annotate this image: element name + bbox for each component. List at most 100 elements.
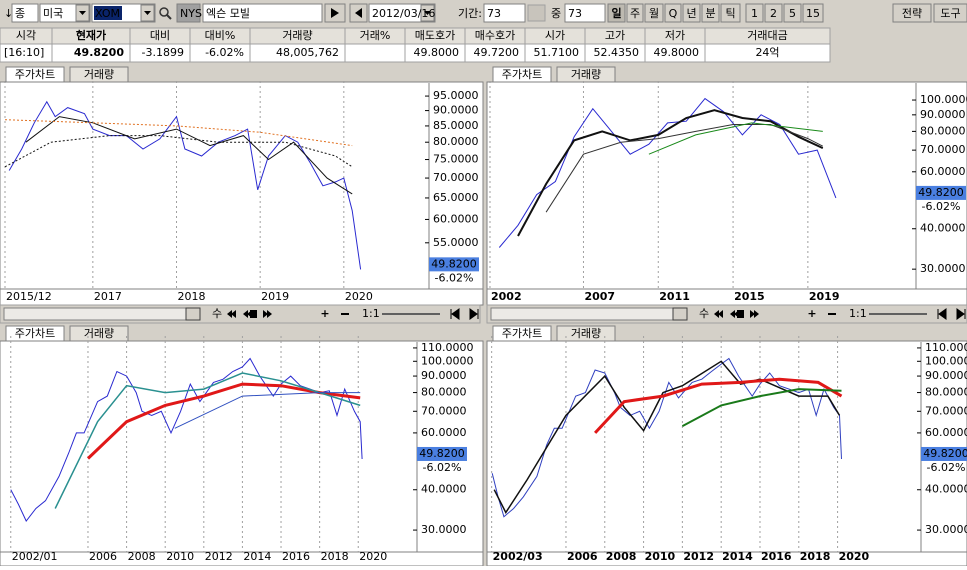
last-icon[interactable] (469, 308, 479, 320)
change-label: -6.02% (922, 200, 961, 213)
toolbar-text[interactable]: 2 (770, 7, 777, 20)
toolbar-field[interactable] (564, 3, 606, 23)
chart-tab[interactable] (69, 66, 129, 83)
stop-icon[interactable] (250, 310, 257, 318)
toolbar-button[interactable] (933, 3, 967, 23)
toolbar-text[interactable]: 15 (806, 7, 820, 20)
quote-value: 49.8000 (654, 46, 700, 59)
toolbar-text[interactable]: 73 (487, 7, 501, 20)
chart-tab[interactable] (556, 66, 616, 83)
y-tick-label: 40.0000 (920, 222, 966, 235)
forward-icon[interactable] (750, 310, 759, 318)
chart-tab-label[interactable]: 주가차트 (15, 68, 55, 81)
period-icon[interactable] (527, 4, 546, 22)
first-icon[interactable] (450, 308, 460, 320)
chart-tab[interactable] (5, 325, 65, 342)
toolbar-button[interactable] (783, 3, 802, 23)
last-icon[interactable] (956, 308, 966, 320)
toolbar-field[interactable] (202, 3, 323, 23)
toolbar-button[interactable] (701, 3, 720, 23)
toolbar-button[interactable] (764, 3, 783, 23)
toolbar-field[interactable] (11, 3, 39, 23)
last-price-box (916, 185, 966, 200)
toolbar-text[interactable]: XOM (95, 7, 120, 20)
toolbar-text[interactable]: 5 (789, 7, 796, 20)
toolbar-text[interactable]: 미국 (43, 7, 63, 20)
zoom-ratio[interactable]: 1:1 (362, 307, 380, 320)
toolbar-text[interactable]: 전략 (902, 7, 922, 20)
quote-header: 거래량 (282, 29, 312, 42)
toolbar-text[interactable]: 분 (705, 7, 715, 20)
toolbar-button[interactable] (626, 3, 644, 23)
toolbar-text[interactable]: NYSE (180, 7, 209, 20)
toolbar-button[interactable] (720, 3, 741, 23)
chart-tab-label[interactable]: 거래량 (84, 68, 114, 81)
x-tick-label: 2017 (94, 290, 122, 303)
toolbar-field[interactable] (368, 3, 436, 23)
zoom-speed[interactable]: 수 (212, 307, 222, 320)
change-label: -6.02% (423, 461, 462, 474)
price-line (54, 372, 361, 509)
y-tick-label: 90.0000 (920, 108, 966, 121)
toolbar-button[interactable] (664, 3, 682, 23)
rewind-icon[interactable] (730, 310, 739, 318)
quote-header: 시가 (545, 29, 565, 42)
toolbar-text[interactable]: 엑슨 모빌 (206, 7, 250, 20)
y-tick-label: 70.0000 (920, 143, 966, 156)
chart-tab-label[interactable]: 주가차트 (15, 327, 55, 340)
toolbar-text[interactable]: 주 (630, 7, 640, 20)
y-tick-label: 40.0000 (925, 483, 967, 496)
toolbar-text[interactable]: 월 (649, 7, 659, 20)
scrollbar-track[interactable] (490, 307, 688, 321)
y-tick-label: 75.0000 (433, 153, 479, 166)
toolbar-field[interactable] (483, 3, 526, 23)
x-tick-label: 2008 (606, 550, 637, 563)
zoom-in[interactable]: + (807, 307, 816, 320)
toolbar-text[interactable]: 틱 (725, 7, 735, 20)
toolbar-button[interactable] (892, 3, 932, 23)
toolbar-text[interactable]: 일 (611, 6, 621, 20)
toolbar-field[interactable] (176, 3, 201, 23)
toolbar-button[interactable] (802, 3, 824, 23)
toolbar-text[interactable]: Q (669, 7, 678, 20)
chart-tab[interactable] (492, 325, 552, 342)
toolbar-button[interactable] (745, 3, 764, 23)
scrollbar-thumb[interactable] (672, 307, 688, 321)
zoom-ratio[interactable]: 1:1 (849, 307, 867, 320)
chart-tab-label[interactable]: 주가차트 (502, 327, 542, 340)
toolbar-button[interactable] (644, 3, 664, 23)
chart-tab[interactable] (69, 325, 129, 342)
rewind-icon[interactable] (243, 310, 252, 318)
search-icon[interactable] (159, 7, 169, 17)
chart-tab-label[interactable]: 주가차트 (502, 68, 542, 81)
toolbar-text[interactable]: 도구 (940, 7, 960, 20)
stop-icon[interactable] (737, 310, 744, 318)
chart-tab-label[interactable]: 거래량 (84, 327, 114, 340)
toolbar-text[interactable]: 1 (751, 7, 758, 20)
chart-tab[interactable] (5, 66, 65, 83)
forward-icon[interactable] (263, 310, 272, 318)
toolbar-text[interactable]: 년 (686, 7, 696, 20)
dropdown-arrow (79, 11, 86, 15)
toolbar-text[interactable]: 73 (568, 7, 582, 20)
y-tick-label: 90.0000 (433, 104, 479, 117)
scrollbar-thumb[interactable] (185, 307, 201, 321)
toolbar-button[interactable] (607, 3, 626, 23)
search-icon-handle (166, 14, 172, 20)
chart-tab[interactable] (492, 66, 552, 83)
zoom-speed[interactable]: 수 (699, 307, 709, 320)
chart-tab[interactable] (556, 325, 616, 342)
x-tick-label: 2016 (761, 550, 792, 563)
zoom-in[interactable]: + (320, 307, 329, 320)
chart-tab-label[interactable]: 거래량 (571, 68, 601, 81)
first-icon[interactable] (937, 308, 947, 320)
rewind-icon[interactable] (714, 310, 723, 318)
scrollbar-track[interactable] (3, 307, 201, 321)
rewind-icon[interactable] (227, 310, 236, 318)
chart-tab-label[interactable]: 거래량 (571, 327, 601, 340)
x-tick-label: 2011 (659, 290, 690, 303)
toolbar-text[interactable]: 종 (15, 7, 25, 20)
toolbar-text[interactable]: 2012/03/16 (372, 7, 435, 20)
toolbar-button[interactable] (682, 3, 701, 23)
